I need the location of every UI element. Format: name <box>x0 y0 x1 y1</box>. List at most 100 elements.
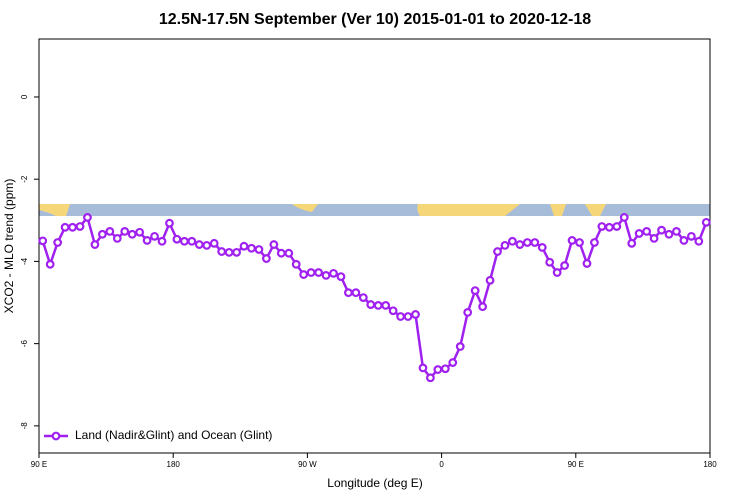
data-point <box>120 227 130 236</box>
data-point <box>508 236 517 246</box>
data-point <box>284 248 294 258</box>
data-point <box>366 300 376 309</box>
land-patch <box>417 204 520 216</box>
data-point <box>157 236 167 246</box>
data-point <box>269 240 279 249</box>
data-point <box>433 365 443 374</box>
data-point <box>455 342 465 351</box>
data-point <box>261 254 271 263</box>
data-point <box>239 241 249 251</box>
data-point <box>194 240 204 249</box>
data-point <box>135 227 145 237</box>
data-point <box>604 222 614 232</box>
data-point <box>493 247 502 256</box>
data-point <box>545 257 555 267</box>
land-patch <box>585 204 606 216</box>
x-tick-label: 0 <box>439 460 444 469</box>
data-point <box>336 272 346 282</box>
data-point <box>247 243 256 253</box>
data-point <box>411 310 420 319</box>
data-point <box>664 229 674 239</box>
data-point <box>597 222 607 231</box>
data-point <box>291 259 301 269</box>
land-patch <box>550 204 566 216</box>
data-point <box>522 238 532 247</box>
data-point <box>552 268 562 277</box>
data-point <box>172 234 182 244</box>
data-point <box>582 259 592 268</box>
data-point <box>97 229 107 239</box>
land-patch <box>292 204 318 212</box>
data-point <box>448 358 458 367</box>
data-point <box>299 270 309 279</box>
data-point <box>127 229 137 239</box>
data-point <box>358 293 368 302</box>
data-point <box>344 288 353 298</box>
x-axis-label: Longitude (deg E) <box>327 476 422 490</box>
data-point <box>306 268 316 277</box>
x-tick-label: 90 E <box>31 460 47 469</box>
data-point <box>642 227 652 236</box>
data-point <box>217 247 227 256</box>
data-point <box>179 236 189 246</box>
data-point <box>686 231 696 241</box>
data-point <box>418 363 428 373</box>
data-point <box>202 240 212 250</box>
data-point <box>45 259 55 269</box>
data-point <box>575 238 584 247</box>
x-tick-label: 180 <box>167 460 181 469</box>
data-point <box>276 248 286 258</box>
map-strip <box>39 204 710 216</box>
data-point <box>627 238 637 248</box>
data-point <box>634 229 644 238</box>
legend-marker <box>51 431 61 441</box>
data-point <box>672 227 681 236</box>
y-tick-label: -4 <box>20 257 29 265</box>
data-point <box>612 222 622 231</box>
x-tick-label: 90 W <box>298 460 317 469</box>
data-point <box>537 243 547 252</box>
data-point <box>75 222 85 231</box>
data-point <box>165 218 174 228</box>
land-patch <box>39 204 70 216</box>
x-tick-label: 180 <box>703 460 717 469</box>
data-point <box>530 238 540 247</box>
data-point <box>83 213 92 222</box>
data-point <box>150 231 159 241</box>
data-point <box>142 236 152 245</box>
y-tick-label: -6 <box>20 340 29 348</box>
data-point <box>314 268 323 277</box>
data-point <box>321 270 331 280</box>
data-point <box>60 222 70 232</box>
data-point <box>38 236 48 246</box>
data-point <box>500 240 510 250</box>
data-point <box>105 227 115 236</box>
data-point <box>657 225 666 235</box>
x-tick-label: 90 E <box>568 460 584 469</box>
data-point <box>351 288 361 298</box>
y-tick-label: -2 <box>20 175 29 183</box>
data-point <box>187 236 197 246</box>
data-point <box>701 217 711 227</box>
data-point <box>232 247 241 257</box>
data-point <box>329 268 338 278</box>
data-point <box>254 245 264 254</box>
data-point <box>590 238 599 247</box>
data-point <box>403 312 413 321</box>
data-point <box>485 275 495 285</box>
data-point <box>373 301 383 310</box>
data-point <box>470 286 480 296</box>
data-point <box>426 373 435 383</box>
y-tick-label: -8 <box>20 422 29 430</box>
data-point <box>567 236 577 245</box>
data-point <box>396 312 405 321</box>
y-tick-label: 0 <box>20 94 29 99</box>
data-point <box>679 236 689 245</box>
data-point <box>209 238 219 248</box>
ocean-strip <box>39 204 710 216</box>
data-point <box>560 261 570 270</box>
plot-frame <box>38 38 711 454</box>
data-point <box>388 306 398 316</box>
